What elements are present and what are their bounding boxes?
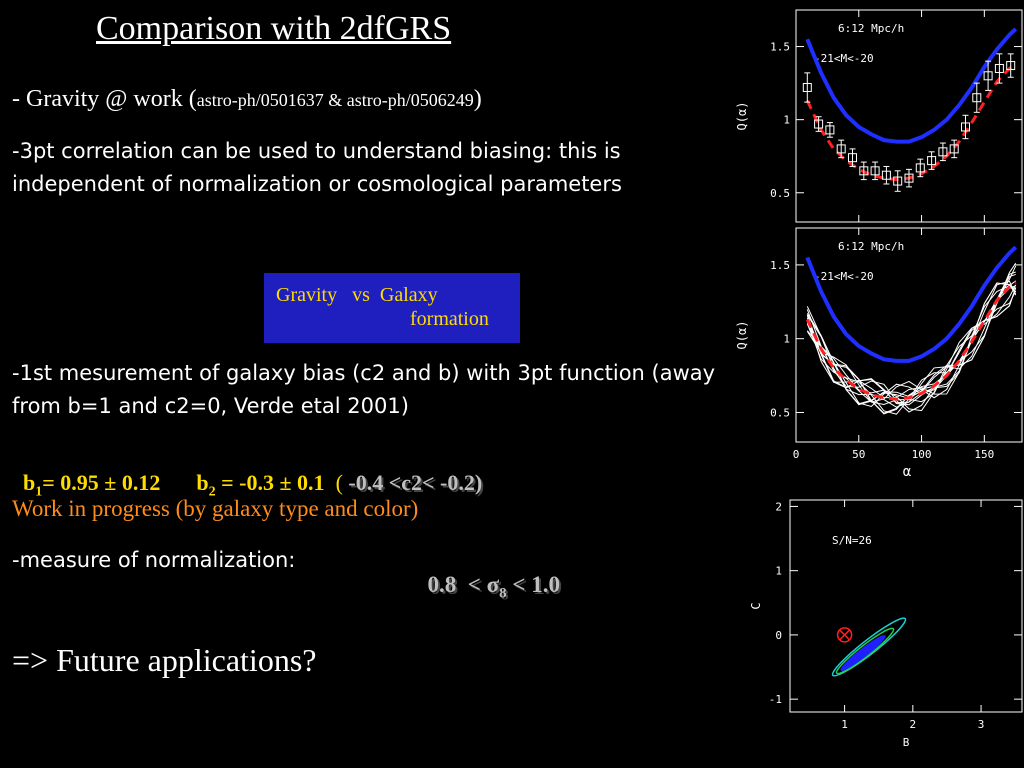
reference-point-cross (839, 629, 851, 641)
data-point (961, 122, 970, 132)
x-axis-label: α (903, 464, 912, 480)
paren-open: ( (324, 470, 349, 495)
bias-fit-line (805, 62, 1017, 182)
b2-label: b (196, 470, 209, 495)
mock-catalog-line (806, 284, 1016, 412)
slide-title: Comparison with 2dfGRS (96, 10, 452, 47)
reference-point-circle (836, 627, 853, 643)
data-point (802, 82, 812, 92)
data-point (949, 144, 959, 154)
sigma-right: < 1.0 (506, 572, 560, 597)
gravity-prediction-line (805, 245, 1018, 363)
x-tick-label: 150 (974, 448, 994, 461)
b1-label: b (23, 470, 36, 495)
data-point (972, 93, 982, 103)
y-tick-label: 1.5 (770, 259, 790, 272)
data-point (859, 166, 869, 176)
bias-values: b1= 0.95 ± 0.12 b2 = -0.3 ± 0.1 ( -0.4 <c… (12, 444, 482, 500)
panel-annotation: 6:12 Mpc/h (838, 22, 904, 35)
y-axis-label: C (749, 602, 763, 609)
y-tick-label: 1.5 (770, 41, 790, 54)
bc-contour-panel: 2 1 0 -1 1 2 3 S/N=26 C B (749, 499, 1023, 749)
y-tick-label: 0.5 (770, 187, 790, 200)
data-point (814, 119, 824, 129)
gravity-vs-galaxy-box: Gravity vs Galaxy formation (264, 273, 520, 343)
y-axis-label: Q(α) (735, 321, 749, 350)
mock-catalog-line (806, 271, 1016, 406)
x-tick-label: 50 (852, 448, 865, 461)
data-point (915, 163, 925, 173)
box-line-2: formation (410, 308, 489, 330)
x-tick-label: 1 (841, 718, 848, 731)
panel-annotation: -21<M<-20 (814, 52, 874, 65)
y-axis-label: Q(α) (735, 102, 749, 131)
data-point (870, 166, 880, 176)
mock-catalog-line (806, 284, 1017, 406)
data-point (904, 173, 914, 183)
y-tick-label: -1 (769, 693, 782, 706)
plot-frame (795, 227, 1023, 443)
bias-paragraph: -1st mesurement of galaxy bias (c2 and b… (12, 361, 716, 418)
y-tick-label: 0 (775, 629, 782, 642)
sigma-left: 0.8 < σ (427, 572, 500, 597)
panel-annotation: 6:12 Mpc/h (838, 240, 904, 253)
work-in-progress: Work in progress (by galaxy type and col… (12, 496, 419, 521)
data-point (994, 63, 1004, 73)
threept-paragraph: -3pt correlation can be used to understa… (12, 139, 622, 196)
b2-value: = -0.3 ± 0.1 (215, 470, 325, 495)
y-tick-label: 1 (783, 114, 790, 127)
mock-catalog-line (806, 287, 1017, 415)
box-line-1: Gravity vs Galaxy (276, 284, 438, 306)
panel-annotation: -21<M<-20 (814, 270, 874, 283)
mock-catalog-line (806, 280, 1017, 413)
panel-annotation: S/N=26 (832, 534, 872, 547)
sigma-sub: 8 (499, 585, 507, 602)
x-tick-label: 0 (793, 448, 800, 461)
gravity-line: - Gravity @ work (astro-ph/0501637 & ast… (12, 86, 482, 113)
gravity-prefix: - Gravity @ work ( (12, 86, 197, 112)
mock-catalog-line (806, 282, 1017, 404)
data-point (881, 170, 891, 180)
b1-value: = 0.95 ± 0.12 (42, 470, 161, 495)
gravity-refs: astro-ph/0501637 & astro-ph/0506249 (196, 90, 474, 110)
future-applications: => Future applications? (12, 642, 317, 678)
plot-frame (789, 499, 1023, 713)
data-point (927, 156, 937, 166)
q-alpha-top-panel: 1.5 1 0.5 6:12 Mpc/h -21<M<-20 Q(α) (735, 9, 1023, 223)
b2-sub: 2 (208, 484, 216, 500)
y-tick-label: 2 (775, 500, 782, 513)
data-point (848, 153, 857, 163)
q-alpha-middle-panel: 1.5 1 0.5 0 50 100 150 6:12 Mpc/h -21<M<-20 Q(α) α (735, 227, 1023, 480)
y-tick-label: 1 (775, 565, 782, 578)
plot-frame (795, 9, 1023, 223)
outer-contour (831, 617, 907, 677)
x-tick-label: 2 (910, 718, 917, 731)
x-tick-label: 3 (978, 718, 985, 731)
data-point (825, 125, 835, 135)
b1-sub: 1 (35, 484, 43, 500)
x-axis-label: B (903, 736, 910, 749)
normalization-line: -measure of normalization: (12, 548, 296, 572)
c2-range: -0.4 <c2< -0.2) (348, 470, 483, 495)
mock-catalog-line (806, 280, 1017, 399)
mock-catalog-line (806, 282, 1017, 406)
data-point (1006, 61, 1016, 71)
data-point (836, 144, 846, 154)
data-point (938, 147, 948, 157)
gravity-prediction-line (805, 27, 1018, 144)
figure-panels: 1.5 1 0.5 6:12 Mpc/h -21<M<-20 Q(α) 1.5 1 0.5 0 5… (735, 9, 1023, 749)
inner-contour (840, 634, 886, 671)
x-tick-label: 100 (912, 448, 932, 461)
y-tick-label: 1 (783, 333, 790, 346)
data-point (893, 176, 903, 186)
sigma8-range: 0.8 < σ8 < 1.0 (416, 546, 560, 603)
middle-contour (835, 627, 895, 675)
y-tick-label: 0.5 (770, 406, 790, 419)
data-point (983, 71, 993, 81)
gravity-suffix: ) (473, 86, 482, 112)
